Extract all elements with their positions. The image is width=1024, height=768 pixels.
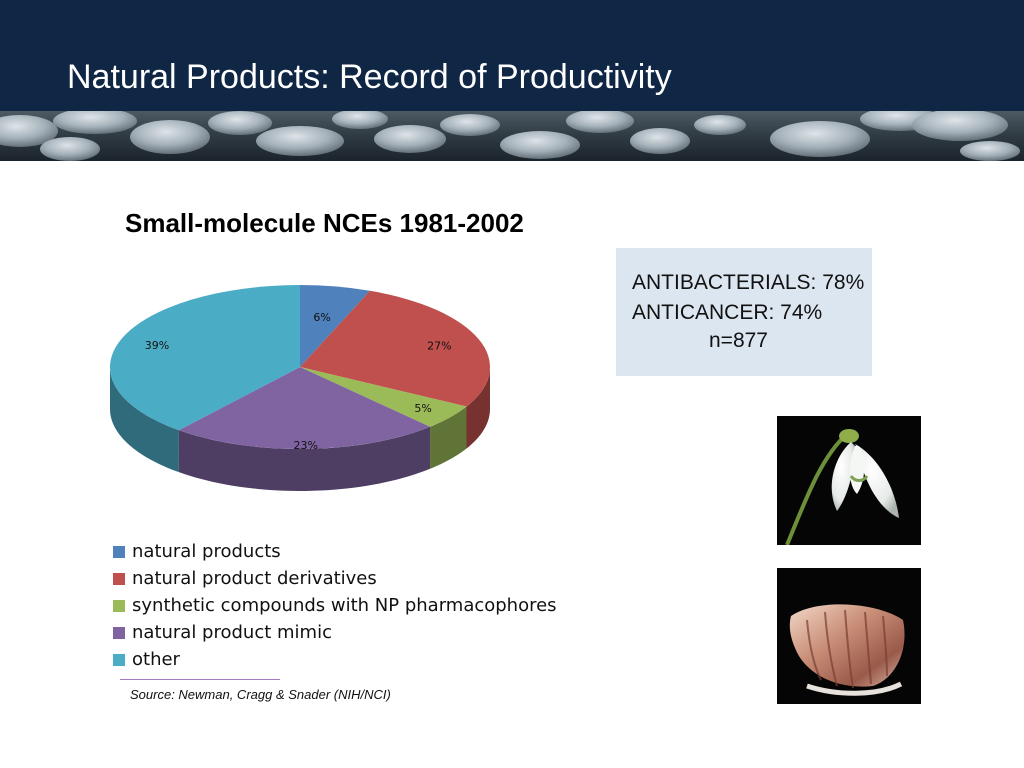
legend-swatch [113,545,125,558]
pie-slice-other [110,285,300,431]
legend-label: natural product derivatives [132,568,377,589]
source-divider [120,679,280,680]
legend-label: natural products [132,541,281,562]
chart-title: Small-molecule NCEs 1981-2002 [125,208,524,238]
stat-anticancer: ANTICANCER: 74% [632,301,823,324]
legend-label: other [132,649,180,670]
stat-sample-size: n=877 [709,329,768,352]
legend-label: natural product mimic [132,622,332,643]
cone-snail-shell-photo [777,568,921,704]
legend-swatch [113,572,125,585]
pie-side-other [110,367,179,473]
legend-swatch [113,599,125,612]
pie-data-label: 23% [293,439,317,452]
chart-legend: natural products natural product derivati… [113,538,557,673]
pie-slice-natural-product-mimic [178,367,431,450]
snowdrop-flower-photo [777,416,921,545]
pie-slice-natural-products [300,285,370,367]
pie-chart: 6% 27% 5% 23% 39% [110,285,490,491]
legend-item: natural product mimic [113,619,557,646]
pie-data-label: 5% [414,402,431,415]
pie-slice-synthetic-compounds-with-NP-pharmacophores [300,367,467,427]
pie-side-natural-product-derivatives [466,367,490,449]
legend-item: natural product derivatives [113,565,557,592]
slide-header: Natural Products: Record of Productivity [0,0,1024,111]
legend-item: other [113,646,557,673]
stat-antibacterials: ANTIBACTERIALS: 78% [632,271,865,294]
pie-data-label: 39% [145,339,169,352]
legend-label: synthetic compounds with NP pharmacophor… [132,595,557,616]
legend-item: natural products [113,538,557,565]
pie-side-natural-product-mimic [178,426,431,491]
pie-data-label: 27% [427,339,451,352]
legend-swatch [113,653,125,666]
pie-slice-natural-product-derivatives [300,290,490,407]
stats-box: ANTIBACTERIALS: 78% ANTICANCER: 74% n=87… [616,248,872,376]
source-note: Source: Newman, Cragg & Snader (NIH/NCI) [130,687,391,702]
slide-title: Natural Products: Record of Productivity [67,58,672,96]
pie-side-synthetic-compounds-with-NP-pharmacophores [430,406,467,469]
pie-data-label: 6% [313,311,330,324]
legend-item: synthetic compounds with NP pharmacophor… [113,592,557,619]
microscopy-banner [0,111,1024,161]
legend-swatch [113,626,125,639]
